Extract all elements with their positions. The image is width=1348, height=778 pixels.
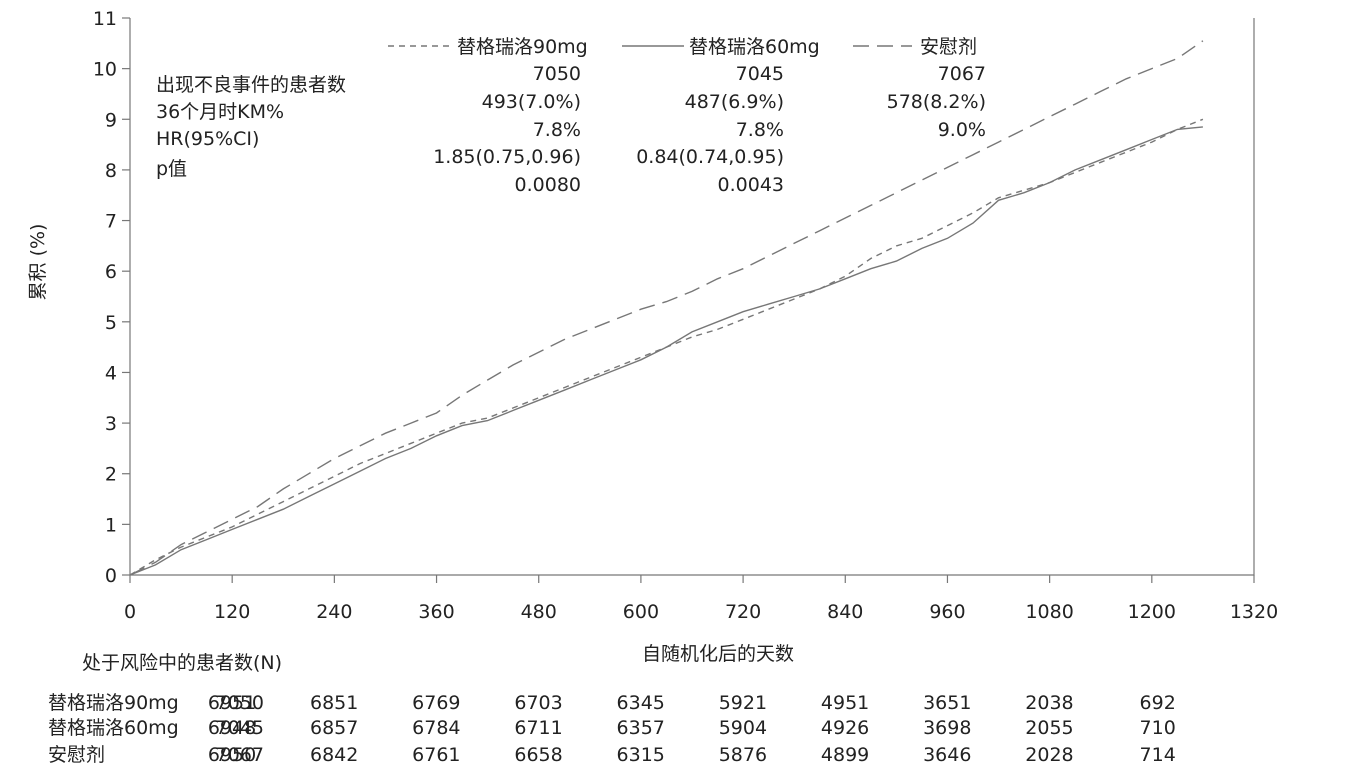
risk-row-label: 替格瑞洛60mg xyxy=(48,717,179,739)
risk-value: 3698 xyxy=(923,717,971,739)
risk-value: 6357 xyxy=(617,717,665,739)
stats-value: 7050 xyxy=(533,63,581,85)
legend: 替格瑞洛90mg 替格瑞洛60mg 安慰剂 xyxy=(388,36,977,58)
risk-value: 5876 xyxy=(719,744,767,766)
risk-value: 3646 xyxy=(923,744,971,766)
x-axis-title: 自随机化后的天数 xyxy=(642,643,794,665)
stats-value: 7.8% xyxy=(533,119,581,141)
stats-row-label: 36个月时KM% xyxy=(156,101,284,123)
risk-value: 5904 xyxy=(719,717,767,739)
risk-value: 6315 xyxy=(617,744,665,766)
risk-value: 7067 xyxy=(216,744,264,766)
risk-value: 6851 xyxy=(310,692,358,714)
stats-value: 9.0% xyxy=(938,119,986,141)
risk-value: 6761 xyxy=(412,744,460,766)
x-tick-label: 1320 xyxy=(1230,601,1278,623)
y-axis-title: 累积 (%) xyxy=(27,224,49,301)
risk-row-label: 安慰剂 xyxy=(48,744,105,766)
x-tick-label: 960 xyxy=(929,601,965,623)
risk-value: 6950 xyxy=(208,744,256,766)
risk-value: 2055 xyxy=(1025,717,1073,739)
stats-table: 出现不良事件的患者数 36个月时KM% HR(95%CI) p值 7050 493(7.0… xyxy=(156,63,986,196)
series-layer xyxy=(129,40,1204,576)
x-tick-label: 840 xyxy=(827,601,863,623)
risk-value: 6658 xyxy=(514,744,562,766)
risk-value: 3651 xyxy=(923,692,971,714)
y-tick-label: 4 xyxy=(105,362,117,384)
y-tick-label: 7 xyxy=(105,211,117,233)
legend-label: 替格瑞洛60mg xyxy=(689,36,820,58)
x-tick-label: 360 xyxy=(418,601,454,623)
stats-value: 487(6.9%) xyxy=(685,91,784,113)
risk-row-label: 替格瑞洛90mg xyxy=(48,692,179,714)
stats-row-label: HR(95%CI) xyxy=(156,128,259,150)
risk-value: 6857 xyxy=(310,717,358,739)
risk-value: 710 xyxy=(1140,717,1176,739)
x-tick-label: 600 xyxy=(623,601,659,623)
risk-value: 6948 xyxy=(208,717,256,739)
x-tick-label: 720 xyxy=(725,601,761,623)
legend-label: 替格瑞洛90mg xyxy=(457,36,588,58)
risk-value: 6842 xyxy=(310,744,358,766)
risk-value: 4951 xyxy=(821,692,869,714)
stats-value: 493(7.0%) xyxy=(482,91,581,113)
risk-value: 6769 xyxy=(412,692,460,714)
x-tick-label: 1080 xyxy=(1025,601,1073,623)
risk-value: 692 xyxy=(1140,692,1176,714)
stats-row-label: p值 xyxy=(156,158,187,180)
risk-value: 6703 xyxy=(514,692,562,714)
stats-value: 578(8.2%) xyxy=(887,91,986,113)
y-tick-label: 6 xyxy=(105,261,117,283)
y-tick-label: 3 xyxy=(105,413,117,435)
stats-value: 0.0080 xyxy=(515,174,581,196)
risk-value: 6784 xyxy=(412,717,460,739)
series-line xyxy=(129,126,1203,576)
y-tick-label: 1 xyxy=(105,514,117,536)
risk-value: 7045 xyxy=(216,717,264,739)
stats-row-label: 出现不良事件的患者数 xyxy=(156,74,346,96)
risk-value: 7050 xyxy=(216,692,264,714)
series-line xyxy=(129,40,1204,576)
stats-value: 7045 xyxy=(736,63,784,85)
legend-label: 安慰剂 xyxy=(920,36,977,58)
y-tick-label: 5 xyxy=(105,312,117,334)
risk-value: 6951 xyxy=(208,692,256,714)
risk-value: 2038 xyxy=(1025,692,1073,714)
risk-value: 4926 xyxy=(821,717,869,739)
x-tick-label: 480 xyxy=(521,601,557,623)
y-tick-label: 8 xyxy=(105,160,117,182)
stats-value: 0.0043 xyxy=(718,174,784,196)
y-tick-label: 0 xyxy=(105,565,117,587)
stats-value: 0.84(0.74,0.95) xyxy=(636,146,784,168)
x-tick-label: 120 xyxy=(214,601,250,623)
y-tick-label: 9 xyxy=(105,109,117,131)
risk-value: 6711 xyxy=(514,717,562,739)
y-tick-label: 2 xyxy=(105,464,117,486)
x-tick-label: 240 xyxy=(316,601,352,623)
axes: 0 1 2 3 4 5 6 7 8 9 10 11 0 120 240 360 480 600 720 840 960 1… xyxy=(93,8,1278,623)
risk-value: 4899 xyxy=(821,744,869,766)
x-tick-label: 0 xyxy=(124,601,136,623)
risk-value: 5921 xyxy=(719,692,767,714)
risk-value: 2028 xyxy=(1025,744,1073,766)
y-tick-label: 11 xyxy=(93,8,117,30)
y-tick-label: 10 xyxy=(93,59,117,81)
stats-value: 7067 xyxy=(938,63,986,85)
risk-table-title: 处于风险中的患者数(N) xyxy=(82,652,282,674)
stats-value: 1.85(0.75,0.96) xyxy=(433,146,581,168)
risk-value: 6345 xyxy=(617,692,665,714)
risk-value: 714 xyxy=(1140,744,1176,766)
x-tick-label: 1200 xyxy=(1128,601,1176,623)
stats-value: 7.8% xyxy=(736,119,784,141)
plot-frame xyxy=(129,18,1255,576)
